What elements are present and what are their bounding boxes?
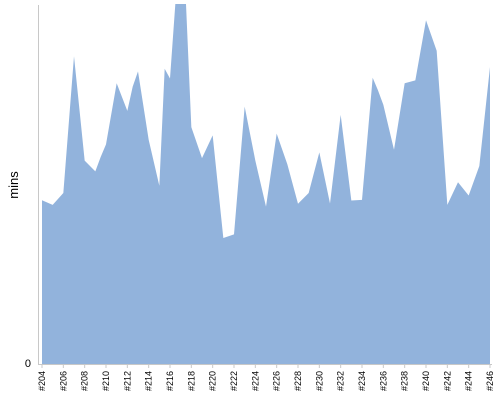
x-tick-label: #226 [272,371,282,391]
x-tick-label: #208 [80,371,90,391]
x-tick-label: #204 [37,371,47,391]
x-tick-label: #210 [101,371,111,391]
area-series [42,4,490,364]
x-tick-label: #214 [144,371,154,391]
x-tick-label: #244 [464,371,474,391]
x-tick-label: #230 [314,371,324,391]
x-tick-label: #234 [357,371,367,391]
x-tick-label: #238 [400,371,410,391]
x-tick-labels: #204 #206 #208 #210 #212 #214 #216 #218 #220 #222… [37,364,495,391]
x-tick-label: #240 [421,371,431,391]
x-tick-label: #222 [229,371,239,391]
x-tick-label: #224 [250,371,260,391]
y-tick-label-0: 0 [25,358,31,370]
y-axis-label: mins [6,171,21,199]
x-tick-label: #212 [122,371,132,391]
x-tick-label: #246 [485,371,495,391]
plot-area [42,4,490,364]
x-tick-label: #242 [442,371,452,391]
x-tick-label: #232 [336,371,346,391]
x-tick-label: #206 [58,371,68,391]
x-tick-label: #236 [378,371,388,391]
x-tick-label: #228 [293,371,303,391]
x-tick-label: #216 [165,371,175,391]
x-tick-label: #218 [186,371,196,391]
x-tick-label: #220 [208,371,218,391]
